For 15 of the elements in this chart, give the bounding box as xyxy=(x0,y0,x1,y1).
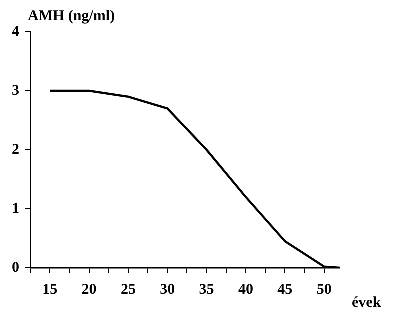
y-tick-label: 0 xyxy=(12,260,20,276)
y-tick-label: 3 xyxy=(12,82,20,99)
x-tick-label: 20 xyxy=(82,282,97,298)
x-tick-label: 40 xyxy=(238,282,254,298)
y-tick-label: 2 xyxy=(12,142,20,158)
x-tick-label: 35 xyxy=(199,282,214,298)
x-tick-label: 45 xyxy=(278,282,293,298)
x-tick-label: 25 xyxy=(120,282,136,298)
x-axis-title: évek xyxy=(352,294,382,311)
y-axis-title: AMH (ng/ml) xyxy=(28,8,116,24)
x-tick-label: 50 xyxy=(316,282,332,298)
y-tick-label: 1 xyxy=(12,200,20,217)
y-tick-label: 4 xyxy=(12,24,20,40)
x-tick-label: 15 xyxy=(42,282,58,298)
x-tick-label: 30 xyxy=(160,282,176,298)
